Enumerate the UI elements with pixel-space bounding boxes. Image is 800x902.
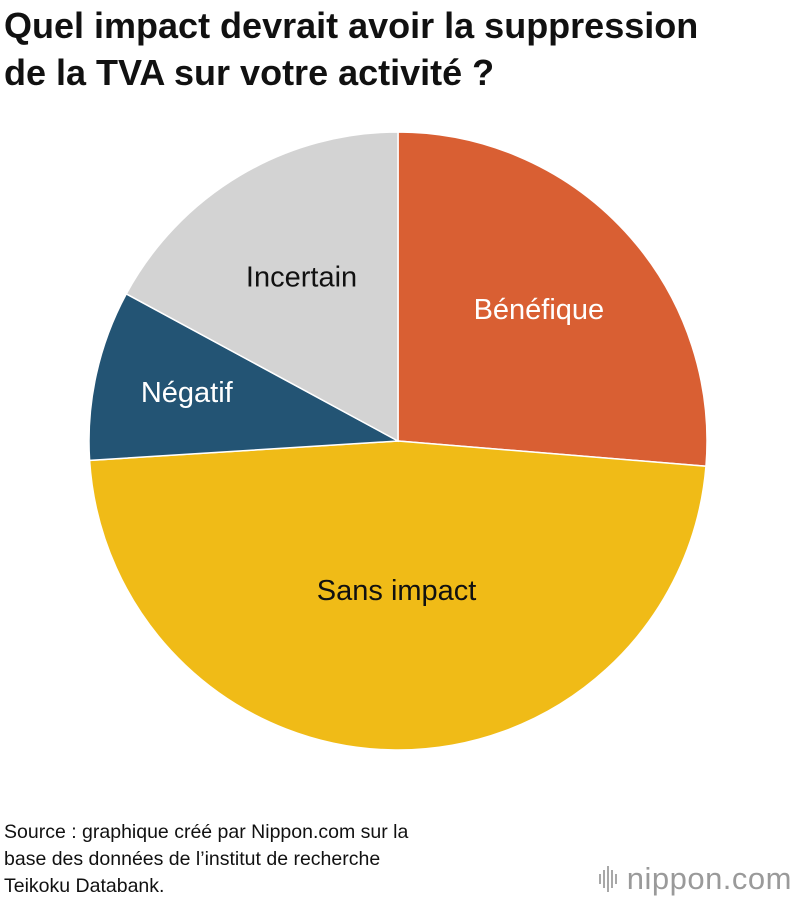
slice-label-incertain: Incertain: [246, 262, 357, 294]
sound-bars-icon: [598, 866, 617, 892]
chart-title-line-1: Quel impact devrait avoir la suppression: [4, 5, 699, 46]
slice-label-sans-impact: Sans impact: [317, 575, 477, 607]
pie-slice-sans-impact: [88, 440, 707, 751]
pie-slice-incertain: [125, 131, 399, 443]
nippon-logo: nippon.com: [598, 861, 792, 896]
logo-text: nippon.com: [626, 861, 792, 896]
chart-title-line-2: de la TVA sur votre activité ?: [4, 52, 495, 93]
slice-label-negatif: Négatif: [141, 377, 234, 409]
source-line-1: Source : graphique créé par Nippon.com s…: [4, 821, 409, 843]
source-note: Source : graphique créé par Nippon.com s…: [4, 819, 564, 900]
source-line-2: base des données de l’institut de recher…: [4, 848, 381, 870]
pie-slice-negatif: [88, 292, 401, 462]
source-line-3: Teikoku Databank.: [4, 875, 165, 897]
slice-label-benefique: Bénéfique: [474, 294, 605, 326]
pie-slice-benefique: [397, 131, 708, 468]
chart-title: Quel impact devrait avoir la suppression…: [4, 2, 794, 96]
